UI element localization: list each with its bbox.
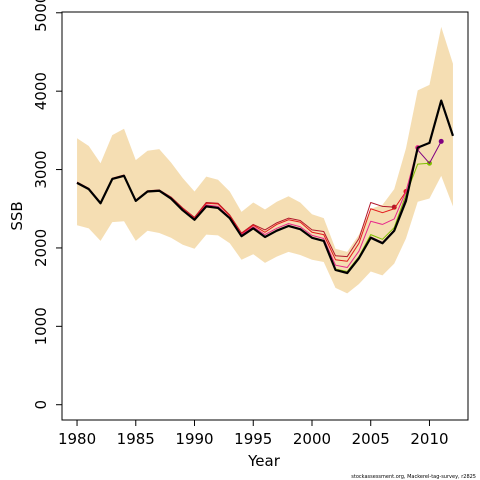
footer: stockassessment.org, Mackerel-tag-survey… [351, 474, 476, 480]
x-tick-label: 1990 [175, 430, 213, 448]
x-tick-label: 1985 [117, 430, 155, 448]
x-tick-label: 2000 [293, 430, 331, 448]
x-tick-label: 1995 [234, 430, 272, 448]
y-tick-label: 2000 [32, 229, 50, 267]
y-axis-label: SSB [8, 201, 26, 230]
x-tick-label: 2010 [410, 430, 448, 448]
plot-frame [61, 11, 469, 421]
confidence-band [77, 26, 453, 294]
x-axis-label: Year [247, 452, 281, 470]
y-tick-label: 0 [32, 400, 50, 410]
end-point [391, 204, 397, 210]
series-line [76, 99, 455, 275]
x-tick-label: 1980 [58, 430, 96, 448]
y-tick-label: 4000 [32, 72, 50, 110]
y-tick-label: 1000 [32, 307, 50, 345]
end-point [438, 138, 444, 144]
y-tick-label: 5000 [32, 0, 50, 32]
y-tick-label: 3000 [32, 150, 50, 188]
x-tick-label: 2005 [352, 430, 390, 448]
